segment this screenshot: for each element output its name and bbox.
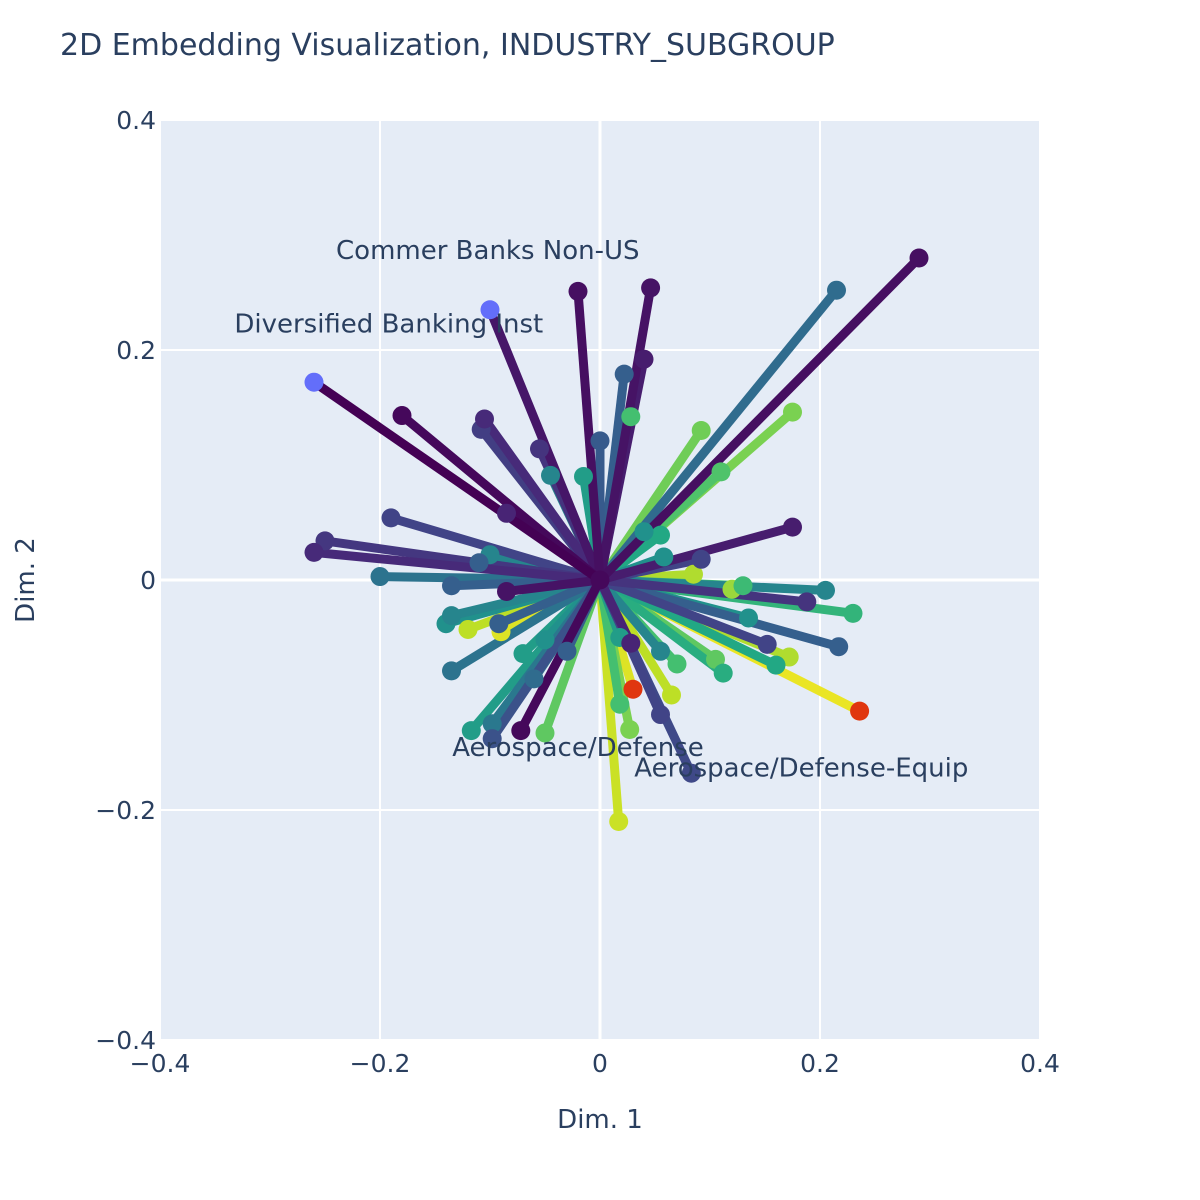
data-point[interactable]	[475, 409, 494, 429]
data-point[interactable]	[568, 281, 588, 301]
data-point[interactable]	[909, 248, 929, 268]
data-point[interactable]	[713, 663, 733, 683]
x-tick-label: 0.2	[800, 1049, 840, 1078]
annotation-label: Commer Banks Non-US	[336, 236, 640, 266]
data-point[interactable]	[662, 685, 681, 705]
data-point[interactable]	[733, 576, 753, 596]
data-point[interactable]	[442, 661, 461, 681]
ray-line	[505, 575, 601, 596]
x-tick-label: −0.4	[130, 1049, 191, 1078]
data-point[interactable]	[711, 462, 731, 482]
data-point[interactable]	[681, 763, 701, 783]
highlighted-point[interactable]	[623, 679, 643, 699]
x-axis-title: Dim. 1	[557, 1105, 643, 1135]
ray-line	[497, 575, 602, 628]
data-point[interactable]	[783, 402, 802, 422]
origin-point	[590, 570, 610, 590]
data-points	[304, 248, 929, 831]
data-point[interactable]	[651, 525, 670, 545]
data-point[interactable]	[641, 278, 661, 298]
data-point[interactable]	[691, 549, 711, 569]
annotation-label: Aerospace/Defense-Equip	[634, 753, 968, 783]
tick-labels: −0.4 −0.2 0 0.2 0.4 −0.4 −0.2 0 0.2 0.4	[95, 106, 1060, 1078]
data-point[interactable]	[392, 406, 412, 426]
data-point[interactable]	[621, 407, 641, 427]
ray-line	[311, 378, 603, 584]
annotation-label: Diversified Banking Inst	[234, 310, 543, 340]
data-point[interactable]	[461, 721, 481, 741]
data-point[interactable]	[816, 580, 835, 600]
ray-line	[598, 575, 769, 649]
data-point[interactable]	[304, 542, 324, 562]
x-tick-label: 0	[592, 1049, 608, 1078]
highlighted-point[interactable]	[850, 701, 870, 721]
highlighted-point[interactable]	[480, 300, 500, 320]
data-point[interactable]	[783, 517, 802, 537]
annotation-label: Aerospace/Defense	[452, 733, 704, 763]
data-point[interactable]	[739, 608, 758, 628]
data-point[interactable]	[614, 364, 634, 384]
data-point[interactable]	[757, 634, 777, 654]
data-point[interactable]	[691, 421, 711, 440]
data-point[interactable]	[590, 431, 610, 451]
data-point[interactable]	[654, 547, 674, 567]
data-point[interactable]	[513, 644, 533, 664]
data-point[interactable]	[609, 812, 629, 831]
ray-line	[480, 416, 604, 583]
y-tick-label: −0.4	[95, 1026, 156, 1055]
x-tick-label: −0.2	[350, 1049, 411, 1078]
y-tick-label: −0.2	[95, 796, 156, 825]
ray-lines	[311, 254, 923, 822]
data-point[interactable]	[706, 649, 725, 669]
data-point[interactable]	[524, 669, 544, 689]
ray-line	[596, 254, 923, 584]
data-point[interactable]	[489, 614, 509, 634]
y-tick-label: 0.2	[116, 336, 156, 365]
data-point[interactable]	[370, 567, 390, 587]
data-point[interactable]	[541, 465, 560, 485]
y-axis-title: Dim. 2	[11, 537, 41, 623]
data-point[interactable]	[469, 553, 489, 573]
data-point[interactable]	[797, 592, 817, 612]
data-point[interactable]	[535, 630, 555, 650]
data-point[interactable]	[442, 576, 461, 596]
highlighted-point[interactable]	[304, 372, 324, 392]
data-point[interactable]	[829, 637, 849, 657]
ray-line	[573, 291, 605, 581]
ray-line	[313, 547, 601, 585]
data-point[interactable]	[766, 655, 786, 675]
y-tick-label: 0.4	[116, 106, 156, 135]
data-point[interactable]	[843, 603, 863, 623]
ray-line	[597, 576, 726, 677]
data-point[interactable]	[634, 349, 654, 369]
x-tick-label: 0.4	[1020, 1049, 1060, 1078]
data-point[interactable]	[557, 641, 577, 661]
data-point[interactable]	[511, 721, 531, 741]
data-point[interactable]	[442, 606, 461, 626]
data-point[interactable]	[497, 503, 516, 523]
data-point[interactable]	[667, 654, 687, 674]
data-point[interactable]	[634, 522, 654, 542]
data-point[interactable]	[381, 508, 401, 528]
data-point[interactable]	[684, 564, 703, 584]
chart-title: 2D Embedding Visualization, INDUSTRY_SUB…	[60, 28, 835, 63]
data-point[interactable]	[535, 723, 555, 743]
data-point[interactable]	[482, 714, 502, 734]
ray-line	[599, 575, 808, 607]
data-point[interactable]	[651, 705, 670, 725]
data-point[interactable]	[574, 467, 593, 486]
y-tick-label: 0	[140, 566, 156, 595]
data-point[interactable]	[530, 439, 549, 459]
ray-line	[595, 287, 656, 581]
data-point[interactable]	[497, 582, 516, 601]
data-point[interactable]	[621, 633, 641, 653]
data-point[interactable]	[458, 619, 478, 639]
data-point[interactable]	[620, 720, 640, 739]
data-point[interactable]	[827, 280, 846, 300]
data-point[interactable]	[610, 694, 630, 714]
data-point[interactable]	[482, 729, 502, 749]
annotations: Commer Banks Non-US Diversified Banking I…	[234, 236, 968, 784]
data-point[interactable]	[651, 641, 670, 661]
